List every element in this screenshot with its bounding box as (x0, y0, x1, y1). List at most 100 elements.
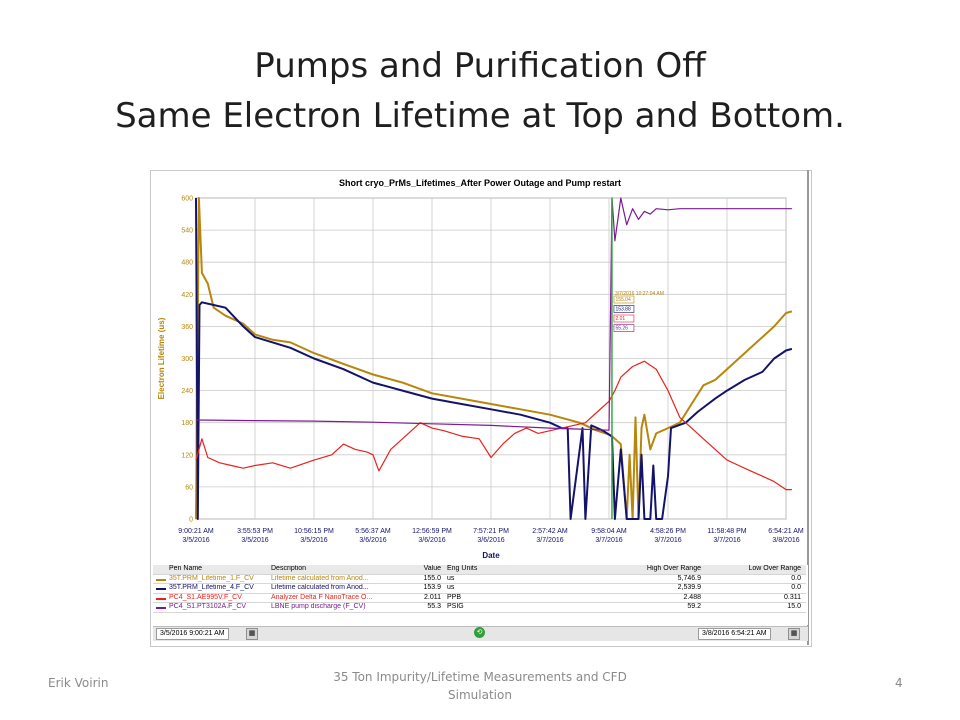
legend-row[interactable]: PC4_S1.PT3102A.F_CV LBNE pump discharge (… (153, 603, 806, 613)
x-axis-label: Date (482, 551, 500, 560)
legend-description: Lifetime calculated from Anod... (271, 574, 369, 582)
legend-description: Analyzer Delta F NanoTrace O... (271, 593, 373, 601)
y-tick-label: 420 (181, 292, 193, 299)
slide-title-line2: Same Electron Lifetime at Top and Bottom… (115, 96, 845, 136)
chart-frame-edge (807, 170, 809, 645)
legend-eng-units: PSIG (447, 603, 464, 611)
x-tick-date: 3/5/2016 (241, 537, 268, 544)
x-tick-time: 10:56:15 PM (294, 528, 334, 535)
x-tick-time: 7:57:21 PM (473, 528, 509, 535)
cursor-readout-value: 55.26 (615, 326, 628, 332)
legend-swatch (156, 578, 166, 581)
legend-header-value: Value (423, 565, 441, 572)
legend-description: LBNE pump discharge (F_CV) (271, 603, 366, 611)
footer-center-title: 35 Ton Impurity/Lifetime Measurements an… (333, 670, 627, 702)
x-tick-date: 3/7/2016 (595, 537, 622, 544)
pen-legend-table: Pen Name Description Value Eng Units Hig… (153, 565, 808, 625)
legend-low-range: 15.0 (787, 603, 801, 611)
legend-high-range: 2.488 (683, 593, 701, 601)
x-tick-time: 5:56:37 AM (355, 528, 391, 535)
cursor-readout-box (613, 314, 635, 323)
cursor-readout-value: 155.04 (615, 297, 631, 303)
legend-header-units: Eng Units (447, 565, 478, 572)
range-end-field[interactable]: 3/8/2016 6:54:21 AM (698, 628, 771, 640)
cursor-readout-box (613, 305, 635, 313)
legend-pen-name: 35T.PRM_Lifetime_1.F_CV (169, 574, 254, 582)
x-tick-time: 2:57:42 AM (532, 528, 568, 535)
x-tick-time: 3:55:53 PM (237, 528, 273, 535)
legend-value: 155.0 (423, 574, 441, 582)
x-tick-date: 3/7/2016 (654, 537, 681, 544)
series-line-2 (195, 197, 793, 520)
y-tick-label: 240 (181, 388, 193, 395)
legend-header-row: Pen Name Description Value Eng Units Hig… (153, 565, 806, 575)
legend-pen-name: PC4_S1.AE995V.F_CV (169, 593, 242, 601)
cursor-timestamp: 3/7/2016 10:27:04 AM (615, 291, 664, 297)
cursor-readout-box (613, 324, 635, 332)
x-tick-date: 3/6/2016 (418, 537, 445, 544)
y-tick-label: 480 (181, 260, 193, 267)
x-tick-date: 3/5/2016 (300, 537, 327, 544)
calendar-end-icon[interactable]: ▦ (788, 628, 800, 640)
y-tick-label: 540 (181, 228, 193, 235)
x-tick-time: 9:58:04 AM (591, 528, 627, 535)
x-tick-date: 3/5/2016 (182, 537, 209, 544)
legend-header-desc: Description (271, 565, 307, 572)
legend-eng-units: us (447, 584, 455, 592)
legend-low-range: 0.0 (791, 574, 801, 582)
x-tick-time: 4:58:26 PM (650, 528, 686, 535)
cursor-readout-value: 153.88 (615, 307, 631, 313)
x-tick-time: 11:58:48 PM (707, 528, 746, 535)
calendar-start-icon[interactable]: ▦ (246, 628, 258, 640)
legend-header-low: Low Over Range (748, 565, 801, 572)
y-tick-label: 60 (185, 484, 193, 491)
x-tick-date: 3/7/2016 (713, 537, 740, 544)
y-tick-label: 300 (181, 356, 193, 363)
legend-pen-name: PC4_S1.PT3102A.F_CV (169, 603, 247, 611)
legend-value: 55.3 (427, 603, 441, 611)
legend-description: Lifetime calculated from Anod... (271, 584, 369, 592)
series-line-4 (195, 197, 792, 431)
legend-eng-units: PPB (447, 593, 462, 601)
legend-row[interactable]: PC4_S1.AE995V.F_CV Analyzer Delta F NanoT… (153, 594, 806, 604)
legend-pen-name: 35T.PRM_Lifetime_4.F_CV (169, 584, 254, 592)
x-tick-date: 3/7/2016 (536, 537, 563, 544)
legend-swatch (156, 607, 166, 610)
legend-low-range: 0.0 (791, 584, 801, 592)
legend-header-pen: Pen Name (169, 565, 203, 572)
x-tick-time: 6:54:21 AM (768, 528, 804, 535)
legend-high-range: 5,746.9 (677, 574, 701, 582)
slide-number: 4 (895, 676, 903, 690)
legend-high-range: 2,539.9 (677, 584, 701, 592)
y-tick-label: 600 (181, 196, 193, 203)
range-start-field[interactable]: 3/5/2016 9:00:21 AM (156, 628, 229, 640)
footer-author: Erik Voirin (48, 676, 109, 690)
legend-value: 2.011 (424, 593, 441, 601)
y-tick-label: 120 (181, 452, 193, 459)
navigate-now-icon[interactable]: ⟲ (474, 627, 485, 638)
y-tick-label: 180 (181, 420, 193, 427)
slide-title-line1: Pumps and Purification Off (254, 46, 706, 86)
legend-row[interactable]: 35T.PRM_Lifetime_1.F_CV Lifetime calculat… (153, 575, 806, 585)
legend-swatch (156, 597, 166, 600)
x-tick-time: 9:00:21 AM (178, 528, 214, 535)
x-tick-date: 3/6/2016 (477, 537, 504, 544)
series-line-1 (195, 197, 793, 520)
y-tick-label: 0 (189, 517, 193, 524)
series-line-3 (195, 360, 792, 491)
legend-high-range: 59.2 (687, 603, 701, 611)
legend-eng-units: us (447, 574, 455, 582)
cursor-readout-value: 2.01 (615, 316, 625, 322)
legend-value: 153.9 (423, 584, 441, 592)
cursor-readout-box (613, 295, 635, 304)
x-tick-time: 12:56:59 PM (412, 528, 452, 535)
legend-row[interactable]: 35T.PRM_Lifetime_4.F_CV Lifetime calculat… (153, 584, 806, 594)
x-tick-date: 3/6/2016 (359, 537, 386, 544)
legend-low-range: 0.311 (784, 593, 801, 601)
x-tick-date: 3/8/2016 (772, 537, 799, 544)
y-tick-label: 360 (181, 324, 193, 331)
y-axis-label: Electron Lifetime (us) (157, 317, 166, 399)
legend-header-high: High Over Range (646, 565, 701, 572)
legend-swatch (156, 588, 166, 591)
